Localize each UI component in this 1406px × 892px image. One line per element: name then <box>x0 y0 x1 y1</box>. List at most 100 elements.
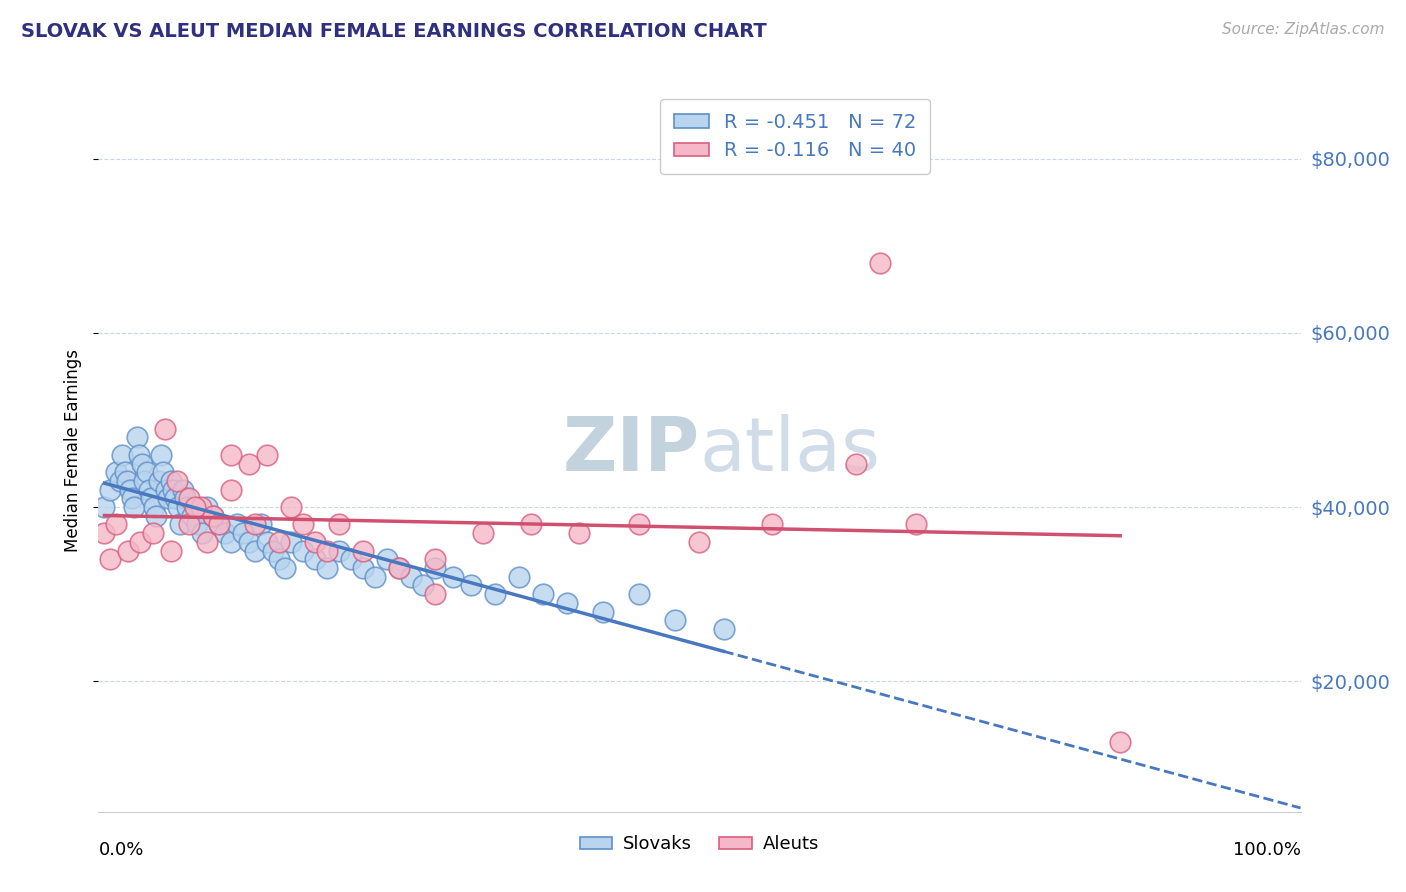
Point <box>689 534 711 549</box>
Point <box>100 483 122 497</box>
Point <box>105 465 128 479</box>
Point <box>256 534 278 549</box>
Point <box>628 517 651 532</box>
Point <box>304 552 326 566</box>
Text: 0.0%: 0.0% <box>98 840 143 859</box>
Point <box>138 483 160 497</box>
Point <box>352 561 374 575</box>
Point <box>441 570 464 584</box>
Point <box>214 526 236 541</box>
Point <box>117 543 139 558</box>
Point <box>291 517 314 532</box>
Point <box>176 500 198 514</box>
Point <box>340 552 363 566</box>
Point <box>280 500 302 514</box>
Text: atlas: atlas <box>700 414 880 487</box>
Point <box>152 465 174 479</box>
Point <box>141 526 163 541</box>
Point <box>267 552 290 566</box>
Point <box>555 596 578 610</box>
Point <box>177 491 200 506</box>
Point <box>291 543 314 558</box>
Point <box>124 500 146 514</box>
Point <box>159 474 181 488</box>
Point <box>159 543 181 558</box>
Point <box>364 570 387 584</box>
Point <box>375 552 398 566</box>
Point <box>664 613 686 627</box>
Point <box>114 465 136 479</box>
Point <box>304 534 326 549</box>
Point <box>531 587 554 601</box>
Point <box>142 500 165 514</box>
Point <box>869 256 891 270</box>
Point <box>181 508 204 523</box>
Point <box>155 483 177 497</box>
Point <box>388 561 411 575</box>
Point <box>121 491 143 506</box>
Point <box>125 430 148 444</box>
Point <box>423 587 446 601</box>
Point <box>904 517 927 532</box>
Point <box>460 578 482 592</box>
Point <box>177 517 200 532</box>
Point <box>423 552 446 566</box>
Point <box>93 526 115 541</box>
Point <box>315 543 337 558</box>
Point <box>190 500 212 514</box>
Point <box>166 500 188 514</box>
Point <box>128 448 150 462</box>
Point <box>256 448 278 462</box>
Point <box>117 474 139 488</box>
Point <box>105 517 128 532</box>
Point <box>166 474 188 488</box>
Point <box>568 526 591 541</box>
Text: ZIP: ZIP <box>562 414 700 487</box>
Point <box>93 500 115 514</box>
Point <box>165 491 187 506</box>
Point <box>201 508 224 523</box>
Point <box>280 534 302 549</box>
Point <box>191 526 214 541</box>
Point <box>186 517 208 532</box>
Point <box>628 587 651 601</box>
Point <box>208 517 231 532</box>
Point <box>145 508 167 523</box>
Point <box>484 587 506 601</box>
Point <box>508 570 530 584</box>
Point <box>153 422 176 436</box>
Point <box>169 517 191 532</box>
Point <box>157 491 180 506</box>
Text: Source: ZipAtlas.com: Source: ZipAtlas.com <box>1222 22 1385 37</box>
Point <box>195 500 218 514</box>
Point <box>183 500 205 514</box>
Point <box>201 508 224 523</box>
Point <box>761 517 783 532</box>
Point <box>108 474 131 488</box>
Point <box>423 561 446 575</box>
Point <box>713 622 735 636</box>
Point <box>149 448 172 462</box>
Point <box>141 491 163 506</box>
Point <box>412 578 434 592</box>
Point <box>174 491 197 506</box>
Point <box>219 448 242 462</box>
Point <box>129 534 152 549</box>
Point <box>232 526 254 541</box>
Point <box>100 552 122 566</box>
Legend: Slovaks, Aleuts: Slovaks, Aleuts <box>572 828 827 861</box>
Point <box>274 561 297 575</box>
Point <box>118 483 141 497</box>
Point <box>315 561 337 575</box>
Point <box>148 474 170 488</box>
Point <box>238 534 260 549</box>
Point <box>592 605 614 619</box>
Point <box>520 517 543 532</box>
Point <box>135 465 157 479</box>
Point <box>162 483 184 497</box>
Point <box>262 543 284 558</box>
Point <box>243 543 266 558</box>
Text: SLOVAK VS ALEUT MEDIAN FEMALE EARNINGS CORRELATION CHART: SLOVAK VS ALEUT MEDIAN FEMALE EARNINGS C… <box>21 22 766 41</box>
Point <box>219 483 242 497</box>
Point <box>399 570 422 584</box>
